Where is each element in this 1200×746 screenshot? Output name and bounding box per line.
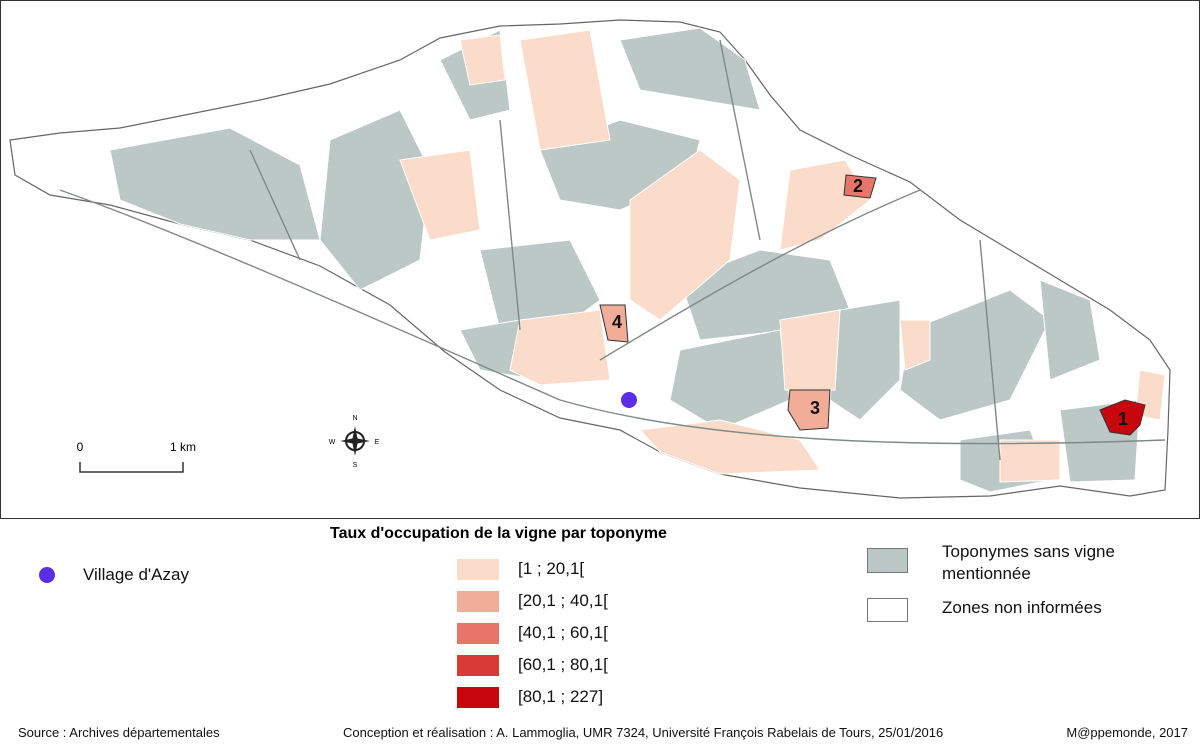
vine-area — [899, 319, 931, 371]
legend-no-vine-swatch — [867, 548, 908, 573]
vine-area — [638, 419, 821, 475]
legend-no-info-label: Zones non informées — [942, 598, 1102, 617]
scale-end: 1 km — [170, 440, 196, 454]
scale-start: 0 — [77, 440, 84, 454]
legend-no-vine-label: Toponymes sans vigne mentionnée — [942, 542, 1115, 583]
legend-class-swatch — [457, 655, 499, 676]
road — [59, 189, 1166, 445]
roads — [59, 39, 1166, 461]
zone-label: 2 — [853, 176, 863, 196]
legend-class-swatch — [457, 687, 499, 708]
compass-n: N — [352, 415, 357, 422]
low-vine-areas — [399, 29, 1166, 483]
road — [599, 189, 921, 361]
village-marker — [621, 392, 637, 408]
compass-e: E — [375, 439, 380, 446]
footer-credits: Conception et réalisation : A. Lammoglia… — [343, 725, 944, 740]
legend-no-info-swatch — [867, 598, 908, 622]
legend-village-marker — [39, 567, 55, 583]
footer-source: Source : Archives départementales — [18, 725, 220, 740]
no-vine-area — [319, 109, 431, 291]
zone — [1099, 399, 1146, 436]
legend-class-label: [20,1 ; 40,1[ — [518, 591, 608, 610]
compass: N E S W — [329, 415, 380, 469]
map: 1 2 3 4 0 1 km N E S W — [0, 0, 1200, 519]
vine-area — [399, 149, 481, 241]
zone — [599, 304, 629, 343]
scale-bar — [79, 462, 184, 473]
legend-class-swatch — [457, 559, 499, 580]
zone — [787, 389, 831, 431]
zone-label: 4 — [612, 312, 622, 332]
vine-area — [519, 29, 611, 151]
vine-area — [459, 34, 506, 86]
vine-area — [779, 309, 841, 391]
vine-area — [999, 439, 1061, 483]
compass-s: S — [353, 462, 358, 469]
legend-class-label: [80,1 ; 227] — [518, 687, 604, 706]
legend-class-swatch — [457, 623, 499, 644]
vine-area — [509, 309, 611, 386]
legend-class-label: [1 ; 20,1[ — [518, 559, 585, 578]
no-vine-area — [669, 329, 791, 431]
zone-label: 3 — [810, 398, 820, 418]
zone — [843, 174, 877, 199]
zone-label: 1 — [1118, 409, 1128, 429]
footer-publisher: M@ppemonde, 2017 — [1066, 725, 1188, 740]
no-vine-area — [1039, 279, 1101, 381]
zone-labels: 1 2 3 4 — [612, 176, 1128, 429]
compass-w: W — [329, 439, 336, 446]
no-vine-area — [899, 289, 1051, 421]
legend-class-label: [60,1 ; 80,1[ — [518, 655, 608, 674]
legend-title: Taux d'occupation de la vigne par topony… — [330, 525, 667, 542]
scale-line — [79, 462, 184, 473]
no-vine-area — [109, 127, 321, 241]
legend-class-swatch — [457, 591, 499, 612]
road — [249, 39, 1001, 461]
compass-needle — [340, 438, 370, 444]
vine-area — [629, 149, 741, 321]
no-vine-area — [619, 27, 761, 111]
legend-village-label: Village d'Azay — [83, 565, 189, 584]
legend-class-label: [40,1 ; 60,1[ — [518, 623, 608, 642]
